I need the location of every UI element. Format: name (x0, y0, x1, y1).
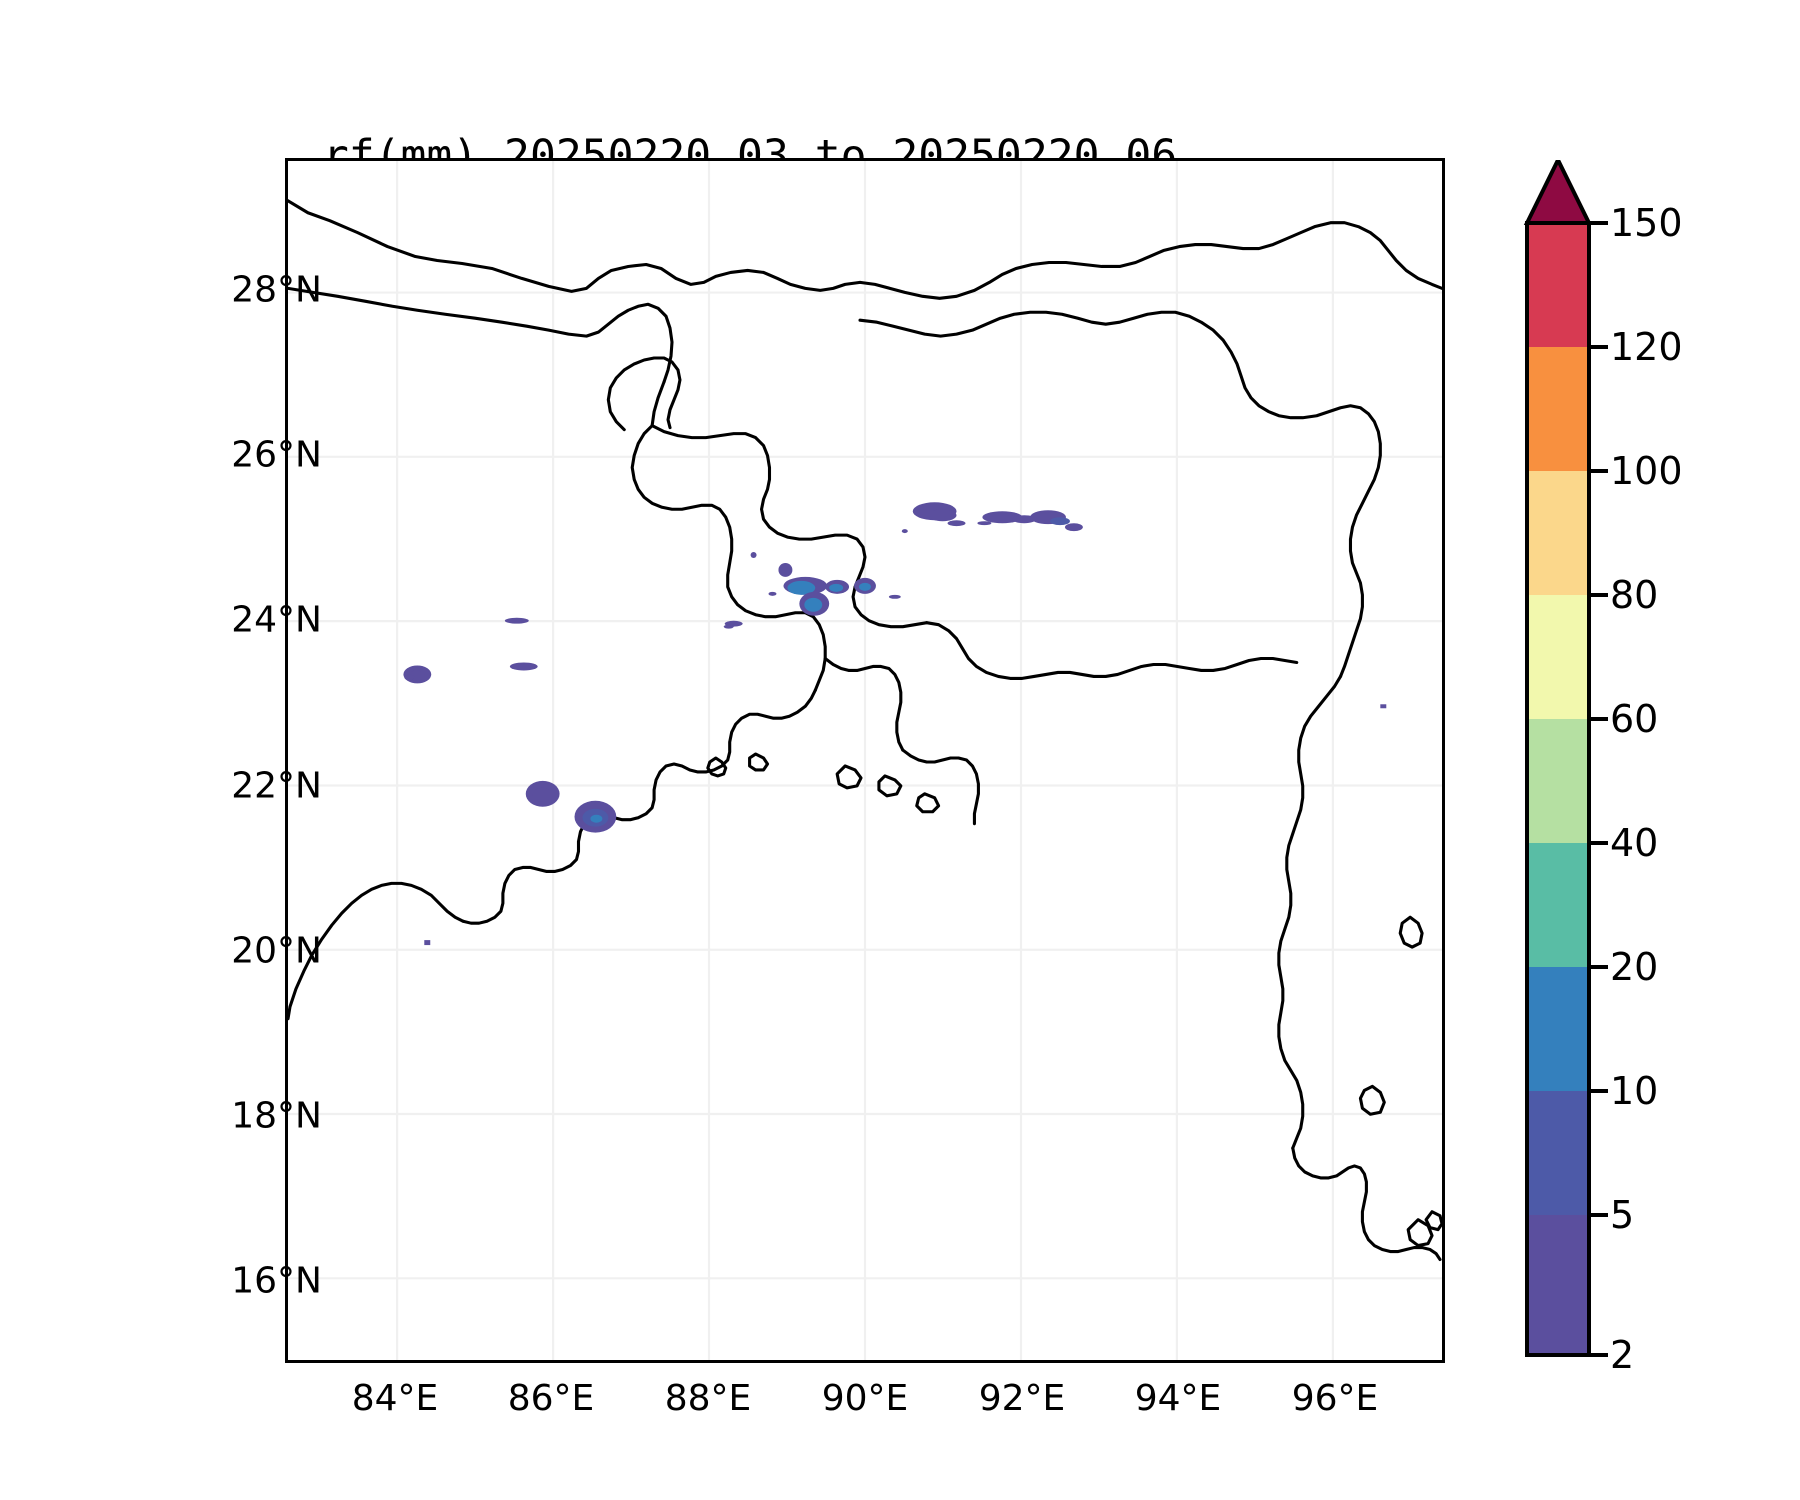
ytick-label-22n: 22°N (231, 765, 322, 807)
map-plot-area[interactable] (285, 158, 1445, 1363)
ytick-label-24n: 24°N (231, 599, 322, 641)
colorbar[interactable]: 150 120 100 80 60 40 20 10 5 2 (1518, 160, 1778, 1377)
colorbar-tick-80: 80 (1610, 573, 1659, 617)
rainfall-contour-cells (403, 502, 1387, 946)
xtick-label-90e: 90°E (821, 1378, 909, 1419)
colorbar-tick-120: 120 (1610, 325, 1683, 369)
colorbar-tick-20: 20 (1610, 945, 1659, 989)
colorbar-tick-2: 2 (1610, 1333, 1635, 1377)
map-gridlines (288, 161, 1442, 1360)
ytick-label-20n: 20°N (231, 930, 322, 972)
ytick-label-28n: 28°N (231, 269, 322, 311)
xtick-label-92e: 92°E (978, 1378, 1066, 1419)
colorbar-svg (1523, 160, 1608, 1357)
ytick-label-26n: 26°N (231, 434, 322, 476)
xtick-label-84e: 84°E (351, 1378, 439, 1419)
colorbar-tick-100: 100 (1610, 449, 1683, 493)
ytick-label-18n: 18°N (231, 1095, 322, 1137)
colorbar-tick-10: 10 (1610, 1069, 1659, 1113)
colorbar-bands (1527, 223, 1589, 1355)
colorbar-tick-150: 150 (1610, 201, 1683, 245)
colorbar-extend-arrow (1523, 160, 1593, 225)
colorbar-outline (1525, 221, 1591, 1357)
map-svg (288, 161, 1442, 1360)
xtick-label-86e: 86°E (507, 1378, 595, 1419)
xtick-label-94e: 94°E (1134, 1378, 1222, 1419)
colorbar-ticks (1589, 221, 1608, 1357)
xtick-label-96e: 96°E (1291, 1378, 1379, 1419)
colorbar-tick-40: 40 (1610, 821, 1659, 865)
ytick-label-16n: 16°N (231, 1260, 322, 1302)
coastline-and-borders (288, 199, 1442, 1262)
xtick-label-88e: 88°E (664, 1378, 752, 1419)
colorbar-tick-60: 60 (1610, 697, 1659, 741)
colorbar-tick-5: 5 (1610, 1193, 1635, 1237)
